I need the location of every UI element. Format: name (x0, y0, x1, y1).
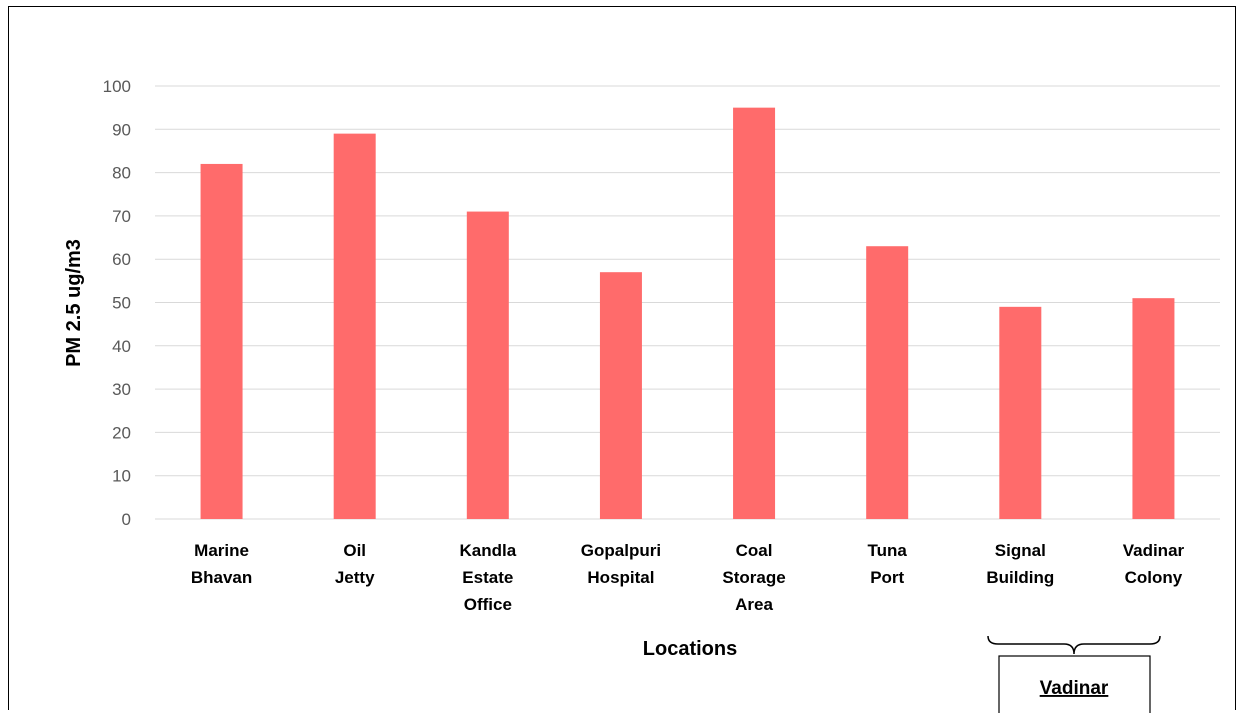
bar (866, 246, 909, 519)
y-tick-label: 40 (112, 337, 131, 356)
bar (200, 163, 243, 519)
y-tick-label: 80 (112, 164, 131, 183)
y-tick-label: 0 (122, 510, 131, 529)
x-tick-label: Coal Storage Area (722, 541, 785, 614)
y-tick-labels: 0 10 20 30 40 50 60 70 80 90 100 (103, 77, 131, 529)
group-brace (987, 635, 1161, 655)
bar (333, 133, 376, 519)
y-tick-label: 20 (112, 423, 131, 442)
x-tick-label: Oil Jetty (335, 541, 375, 587)
x-tick-labels: Marine Bhavan Oil Jetty Kandla Estate Office Go… (191, 541, 1185, 614)
y-tick-label: 70 (112, 207, 131, 226)
y-tick-label: 60 (112, 250, 131, 269)
bar (733, 107, 776, 520)
group-label-box (998, 655, 1151, 713)
group-label: Vadinar (1040, 678, 1109, 699)
x-tick-label: Kandla Estate Office (459, 541, 516, 614)
bar (1132, 298, 1175, 519)
bars (200, 107, 1175, 520)
y-tick-label: 10 (112, 467, 131, 486)
x-tick-label: Tuna Port (868, 541, 908, 587)
x-tick-label: Gopalpuri Hospital (581, 541, 661, 587)
x-tick-label: Vadinar Colony (1123, 541, 1185, 587)
y-tick-label: 50 (112, 294, 131, 313)
x-axis-title: Locations (643, 638, 737, 660)
bar (466, 211, 509, 519)
gridlines (155, 85, 1220, 520)
x-tick-label: Marine Bhavan (191, 541, 252, 587)
y-tick-label: 90 (112, 120, 131, 139)
bar (999, 306, 1042, 519)
y-tick-label: 100 (103, 77, 131, 96)
bar (599, 272, 642, 519)
y-tick-label: 30 (112, 380, 131, 399)
x-tick-label: Signal Building (986, 541, 1054, 587)
y-axis-title: PM 2.5 ug/m3 (63, 239, 85, 367)
